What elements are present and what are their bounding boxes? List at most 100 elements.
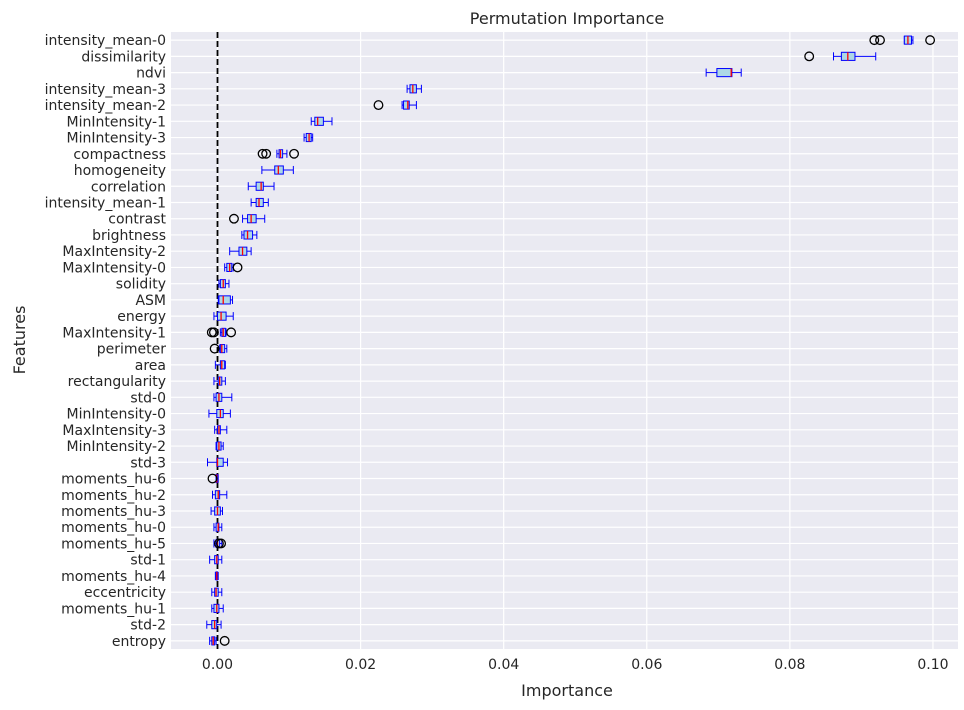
flier-point <box>232 262 243 273</box>
y-tick-label: ASM <box>135 293 166 309</box>
box-iqr <box>255 197 264 208</box>
box-std-2 <box>206 620 222 630</box>
box-entropy <box>209 635 230 646</box>
box-std-0 <box>213 392 233 402</box>
box-iqr <box>216 457 224 467</box>
y-tick-label: std-0 <box>130 390 166 406</box>
box-energy <box>213 311 234 321</box>
box-area <box>214 360 226 370</box>
flier-point <box>226 327 237 338</box>
y-tick-label: dissimilarity <box>81 49 166 65</box>
flier-point <box>289 148 300 159</box>
flier-point <box>804 51 815 62</box>
box-solidity <box>218 279 230 289</box>
y-tick-label: rectangularity <box>68 374 166 390</box>
x-tick-label: 0.10 <box>917 657 948 673</box>
chart-title: Permutation Importance <box>470 9 664 28</box>
x-tick-labels: 0.00 0.02 0.04 0.06 0.08 0.10 <box>202 657 949 673</box>
box-moments_hu-4 <box>214 571 219 581</box>
box-MaxIntensity-3 <box>214 425 228 435</box>
y-tick-label: entropy <box>112 634 166 650</box>
box-eccentricity <box>211 587 223 597</box>
y-tick-label: ndvi <box>136 66 166 82</box>
flier-point <box>261 148 272 159</box>
y-tick-label: moments_hu-0 <box>61 520 166 536</box>
flier-point <box>373 100 384 111</box>
box-moments_hu-6 <box>207 473 219 484</box>
plot-area <box>171 32 958 649</box>
box-MinIntensity-0 <box>208 409 231 419</box>
flier-point <box>257 148 268 159</box>
flier-point <box>207 473 218 484</box>
y-tick-label: correlation <box>91 179 166 195</box>
box-intensity_mean-3 <box>406 84 422 94</box>
box-iqr <box>214 490 221 500</box>
y-tick-labels: intensity_mean-0dissimilarityndviintensi… <box>45 33 167 650</box>
box-moments_hu-3 <box>210 506 224 516</box>
y-tick-label: compactness <box>73 147 166 163</box>
flier-point <box>869 35 880 46</box>
box-moments_hu-2 <box>211 490 228 500</box>
x-tick-label: 0.04 <box>488 657 519 673</box>
box-iqr <box>314 116 324 126</box>
box-perimeter <box>209 343 228 354</box>
box-moments_hu-5 <box>213 538 227 549</box>
box-MinIntensity-1 <box>310 116 333 126</box>
y-tick-label: MinIntensity-1 <box>67 114 167 130</box>
box-MaxIntensity-0 <box>224 262 243 273</box>
box-iqr <box>217 311 227 321</box>
x-tick-label: 0.06 <box>631 657 662 673</box>
box-intensity_mean-2 <box>373 100 417 111</box>
box-brightness <box>241 230 258 240</box>
box-MinIntensity-3 <box>303 132 314 143</box>
x-tick-label: 0.00 <box>202 657 233 673</box>
y-tick-label: intensity_mean-2 <box>45 98 166 114</box>
box-MaxIntensity-2 <box>229 246 252 256</box>
flier-point <box>925 35 936 46</box>
x-tick-label: 0.08 <box>774 657 805 673</box>
y-tick-label: moments_hu-6 <box>61 472 166 488</box>
box-compactness <box>257 148 300 159</box>
flier-point <box>209 343 220 354</box>
flier-point <box>216 538 227 549</box>
y-tick-label: intensity_mean-3 <box>45 82 166 98</box>
box-iqr <box>215 522 220 532</box>
box-iqr <box>247 214 257 224</box>
box-dissimilarity <box>804 51 877 62</box>
box-iqr <box>219 344 226 354</box>
box-ndvi <box>705 68 742 78</box>
y-tick-label: MaxIntensity-3 <box>62 423 166 439</box>
box-std-1 <box>209 555 223 565</box>
y-tick-label: MinIntensity-2 <box>67 439 167 455</box>
y-tick-label: homogeneity <box>74 163 166 179</box>
box-correlation <box>247 181 275 191</box>
y-tick-label: area <box>135 358 166 374</box>
box-moments_hu-1 <box>211 603 224 613</box>
y-tick-label: brightness <box>92 228 166 244</box>
box-rectangularity <box>213 376 226 386</box>
y-tick-label: energy <box>117 309 166 325</box>
y-tick-label: eccentricity <box>84 585 166 601</box>
y-tick-label: perimeter <box>97 342 166 358</box>
grid-lines <box>171 32 958 649</box>
flier-point <box>208 327 219 338</box>
box-iqr <box>403 100 410 110</box>
y-tick-label: moments_hu-2 <box>61 488 166 504</box>
y-tick-label: MinIntensity-0 <box>67 407 167 423</box>
box-intensity_mean-1 <box>250 197 269 208</box>
box-iqr <box>255 181 264 191</box>
y-tick-label: std-2 <box>130 618 166 634</box>
box-iqr <box>219 360 226 370</box>
y-tick-label: MinIntensity-3 <box>67 131 167 147</box>
y-tick-label: MaxIntensity-1 <box>62 325 166 341</box>
box-homogeneity <box>261 165 294 175</box>
x-axis-title: Importance <box>521 681 613 700</box>
box-intensity_mean-0 <box>869 35 936 46</box>
y-tick-label: intensity_mean-0 <box>45 33 166 49</box>
y-tick-label: moments_hu-5 <box>61 536 166 552</box>
y-axis-title: Features <box>10 306 29 375</box>
y-tick-label: MaxIntensity-0 <box>62 260 166 276</box>
box-std-3 <box>206 457 229 467</box>
y-tick-label: moments_hu-3 <box>61 504 166 520</box>
